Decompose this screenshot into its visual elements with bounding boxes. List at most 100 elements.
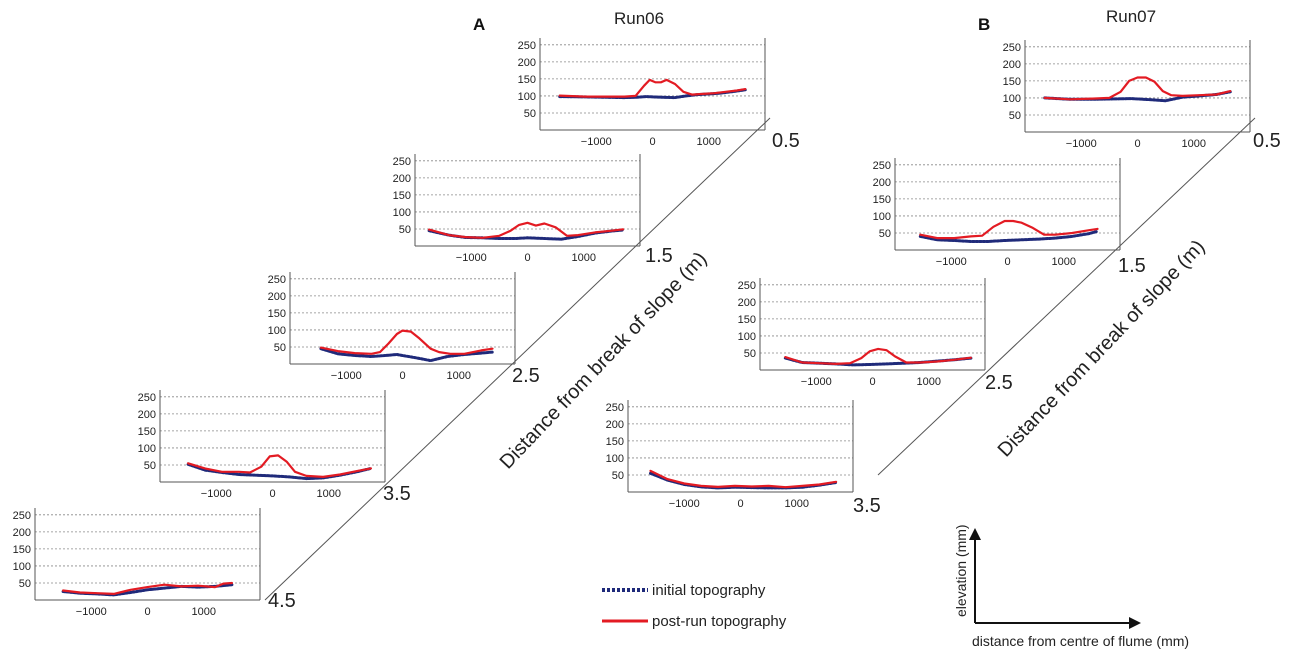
x-tick-label: 1000 [447, 370, 471, 382]
post-run-topography-line [919, 219, 1099, 240]
panel-a-label: A [473, 15, 485, 34]
chart-panel-a-2-5: 50 100 150 200 250 −1000 0 1000 2.5 [268, 272, 540, 387]
y-tick-label: 150 [518, 74, 536, 86]
chart-panel-b-2-5: 50 100 150 200 250 −1000 0 1000 2.5 [738, 278, 1013, 394]
x-tick-label: 1000 [192, 606, 216, 618]
x-tick-label: 0 [399, 370, 405, 382]
depth-axis-b [877, 117, 1256, 476]
post-run-topography-line [319, 329, 494, 355]
legend: initial topography post-run topography [602, 582, 787, 630]
y-tick-label: 100 [606, 453, 624, 465]
y-tick-label: 150 [606, 436, 624, 448]
x-tick-label: 1000 [697, 136, 721, 148]
x-tick-label: −1000 [801, 376, 832, 388]
x-tick-label: 0 [524, 252, 530, 264]
distance-label: 1.5 [1118, 255, 1146, 277]
post-run-topography-line [558, 78, 747, 98]
panel-b-title: Run07 [1106, 7, 1156, 26]
elevation-label: elevation (mm) [953, 524, 969, 617]
y-tick-label: 250 [606, 402, 624, 414]
distance-label: 1.5 [645, 245, 673, 267]
y-tick-label: 100 [518, 91, 536, 103]
distance-label: 0.5 [1253, 130, 1281, 152]
y-tick-label: 50 [524, 108, 536, 120]
panel-b-label: B [978, 15, 990, 34]
y-tick-label: 50 [144, 460, 156, 472]
post-run-topography-line [1043, 76, 1232, 101]
x-tick-label: −1000 [581, 136, 612, 148]
post-run-topography-line [428, 221, 625, 239]
x-tick-label: 1000 [1182, 138, 1206, 150]
depth-axis-a-title: Distance from break of slope (m) [496, 248, 712, 474]
x-tick-label: 0 [1134, 138, 1140, 150]
distance-label: 3.5 [383, 483, 411, 505]
chart-panel-b-0-5: 50 100 150 200 250 −1000 0 1000 0.5 [1003, 40, 1281, 152]
initial-topography-line [918, 229, 1099, 243]
distance-label: 2.5 [512, 365, 540, 387]
x-tick-label: 0 [144, 606, 150, 618]
y-tick-label: 250 [393, 156, 411, 168]
post-run-topography-line [187, 454, 372, 478]
initial-topography-line [427, 228, 625, 241]
distance-arrowhead-icon [1129, 617, 1141, 629]
post-run-topography-line [649, 469, 838, 489]
legend-initial-label: initial topography [652, 582, 766, 599]
y-tick-label: 200 [393, 173, 411, 185]
y-tick-label: 150 [138, 426, 156, 438]
y-tick-label: 250 [138, 392, 156, 404]
y-tick-label: 200 [738, 297, 756, 309]
y-tick-label: 150 [393, 190, 411, 202]
post-run-topography-line [784, 347, 973, 365]
y-tick-label: 150 [13, 544, 31, 556]
chart-panel-a-3-5: 50 100 150 200 250 −1000 0 1000 3.5 [138, 390, 411, 505]
x-tick-label: 0 [737, 498, 743, 510]
y-tick-label: 250 [518, 40, 536, 52]
chart-panel-a-0-5: 50 100 150 200 250 −1000 0 1000 0.5 [518, 38, 800, 152]
x-tick-label: 1000 [917, 376, 941, 388]
elevation-arrowhead-icon [969, 528, 981, 540]
y-tick-label: 250 [873, 160, 891, 172]
y-tick-label: 150 [268, 308, 286, 320]
x-tick-label: 0 [269, 488, 275, 500]
y-tick-label: 50 [612, 470, 624, 482]
y-tick-label: 100 [1003, 93, 1021, 105]
chart-panel-a-1-5: 50 100 150 200 250 −1000 0 1000 1.5 [393, 154, 673, 267]
x-tick-label: 0 [869, 376, 875, 388]
distance-label: 0.5 [772, 130, 800, 152]
y-tick-label: 100 [268, 325, 286, 337]
axis-guide: elevation (mm) distance from centre of f… [953, 524, 1189, 649]
y-tick-label: 150 [1003, 76, 1021, 88]
x-tick-label: −1000 [201, 488, 232, 500]
y-tick-label: 50 [19, 578, 31, 590]
y-tick-label: 250 [1003, 42, 1021, 54]
y-tick-label: 200 [1003, 59, 1021, 71]
y-tick-label: 200 [13, 527, 31, 539]
y-tick-label: 50 [399, 224, 411, 236]
x-tick-label: 0 [1004, 256, 1010, 268]
x-tick-label: −1000 [1066, 138, 1097, 150]
x-tick-label: −1000 [456, 252, 487, 264]
chart-panel-b-1-5: 50 100 150 200 250 −1000 0 1000 1.5 [873, 158, 1146, 277]
x-tick-label: 1000 [785, 498, 809, 510]
post-run-topography-line [61, 581, 233, 596]
x-tick-label: 1000 [572, 252, 596, 264]
x-tick-label: −1000 [936, 256, 967, 268]
chart-panel-a-4-5: 50 100 150 200 250 −1000 0 1000 4.5 [13, 508, 296, 618]
y-tick-label: 50 [274, 342, 286, 354]
y-tick-label: 100 [738, 331, 756, 343]
distance-label: distance from centre of flume (mm) [972, 633, 1189, 649]
y-tick-label: 200 [518, 57, 536, 69]
legend-post-label: post-run topography [652, 613, 787, 630]
x-tick-label: 1000 [1052, 256, 1076, 268]
y-tick-label: 250 [738, 280, 756, 292]
y-tick-label: 250 [268, 274, 286, 286]
distance-label: 3.5 [853, 495, 881, 517]
y-tick-label: 200 [268, 291, 286, 303]
y-tick-label: 200 [606, 419, 624, 431]
y-tick-label: 100 [873, 211, 891, 223]
y-tick-label: 100 [13, 561, 31, 573]
y-tick-label: 200 [873, 177, 891, 189]
chart-panel-b-3-5: 50 100 150 200 250 −1000 0 1000 3.5 [606, 400, 881, 517]
